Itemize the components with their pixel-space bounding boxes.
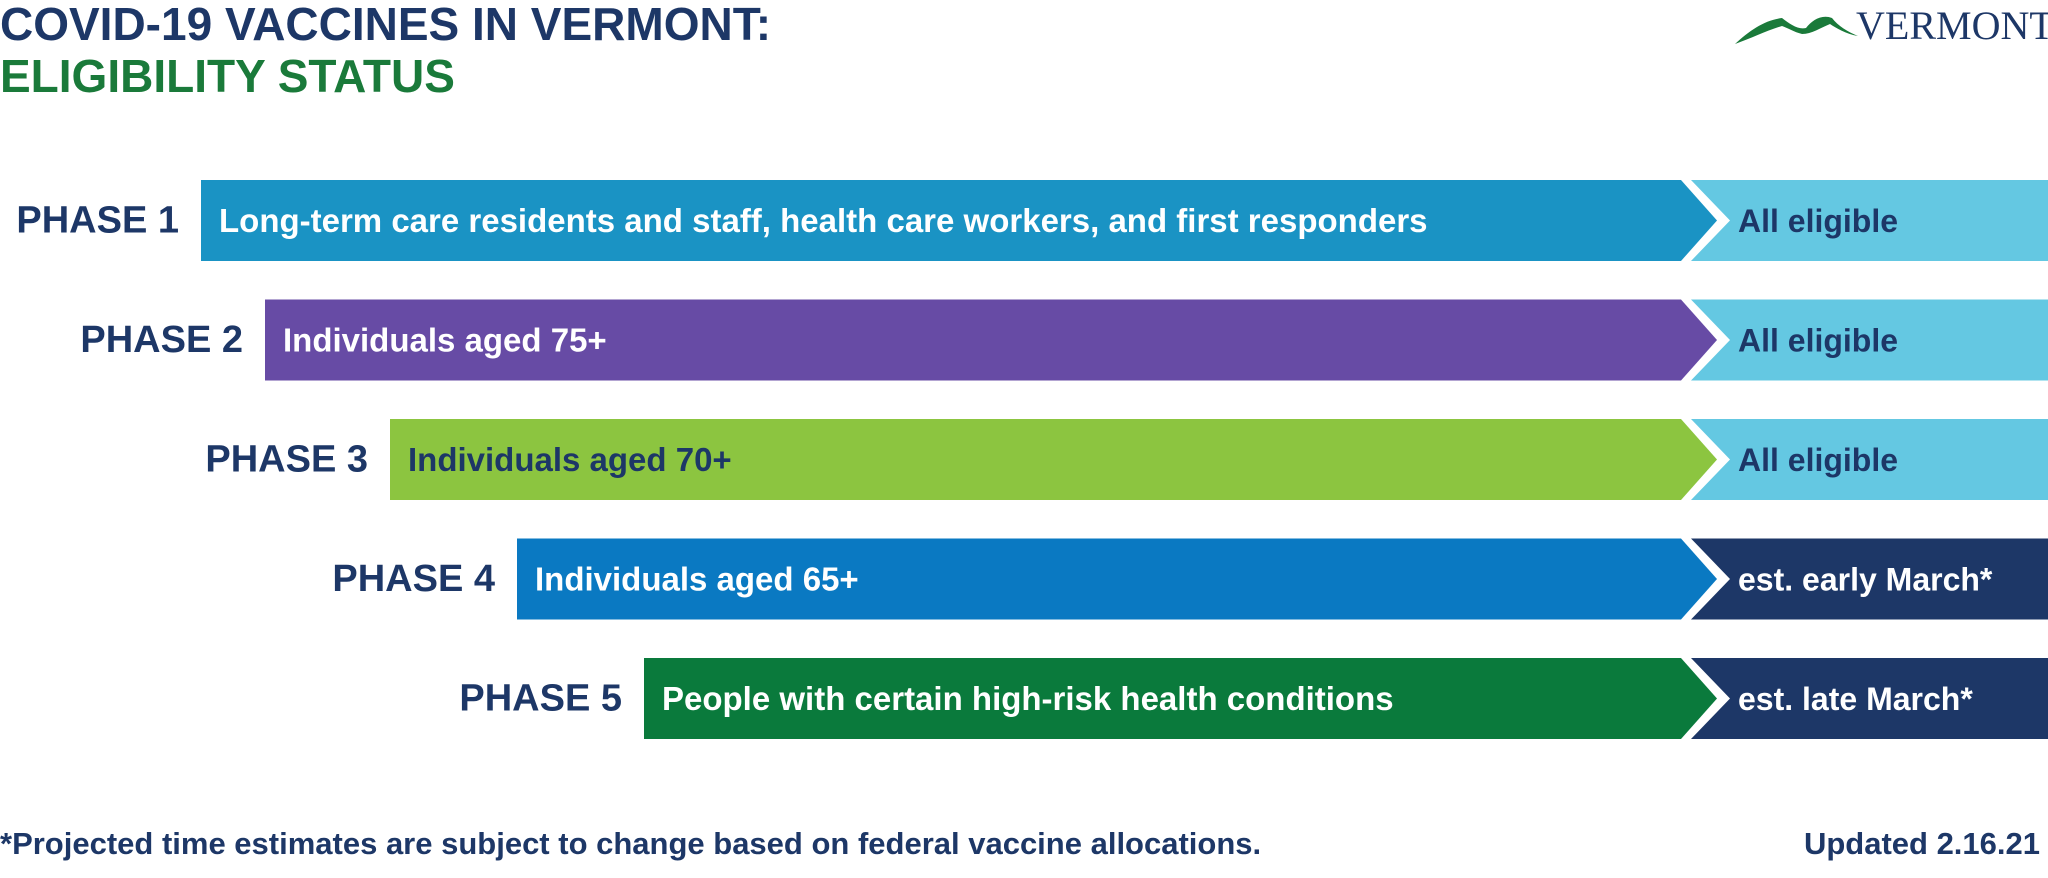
- phase-label: PHASE 4: [332, 558, 495, 600]
- status-box: [1691, 419, 2048, 500]
- phase-status: est. late March*: [1738, 681, 1973, 717]
- phase-bar: [644, 658, 1717, 739]
- phase-description: People with certain high-risk health con…: [662, 680, 1394, 717]
- phase-description: Individuals aged 65+: [535, 561, 859, 598]
- phase-label: PHASE 2: [80, 319, 243, 361]
- title: COVID-19 VACCINES IN VERMONT:: [0, 0, 771, 50]
- phase-status: All eligible: [1738, 322, 1898, 358]
- phase-label: PHASE 1: [16, 200, 179, 242]
- status-box: [1691, 180, 2048, 261]
- phase-label: PHASE 5: [459, 678, 622, 720]
- subtitle: ELIGIBILITY STATUS: [0, 50, 455, 102]
- status-box: [1691, 538, 2048, 620]
- footer-note: *Projected time estimates are subject to…: [0, 826, 1261, 861]
- status-box: [1691, 658, 2048, 739]
- phase-description: Individuals aged 75+: [283, 322, 607, 359]
- phase-bar: [265, 299, 1717, 381]
- phase-bar: [517, 538, 1717, 620]
- phase-label: PHASE 3: [205, 439, 368, 481]
- phase-status: All eligible: [1738, 442, 1898, 478]
- phase-description: Individuals aged 70+: [408, 441, 732, 478]
- phase-description: Long-term care residents and staff, heal…: [219, 202, 1428, 239]
- status-box: [1691, 299, 2048, 381]
- phase-bar: [201, 180, 1717, 261]
- phase-status: All eligible: [1738, 203, 1898, 239]
- updated: Updated 2.16.21: [1804, 826, 2040, 861]
- phase-rows: PHASE 1 Long-term care residents and staf…: [16, 180, 2048, 739]
- phase-status: est. early March*: [1738, 561, 1993, 597]
- logo-mountains: [1735, 16, 1858, 44]
- phase-bar: [390, 419, 1717, 500]
- logo: VERMONT: [1735, 3, 2048, 48]
- logo-text: VERMONT: [1856, 3, 2048, 48]
